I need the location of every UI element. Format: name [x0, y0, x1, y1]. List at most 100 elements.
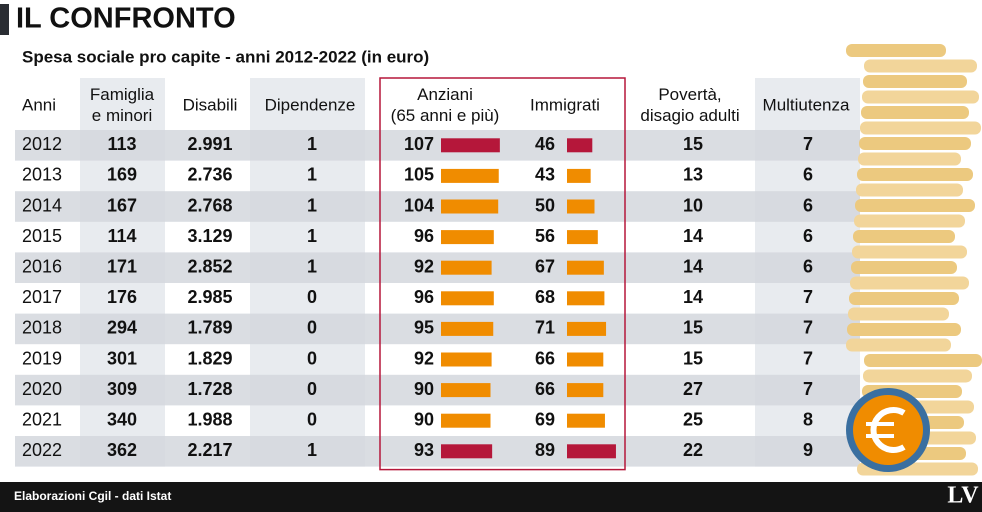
- cell-value: 50: [535, 195, 555, 215]
- cell-value: 69: [535, 409, 555, 429]
- year: 2015: [22, 226, 62, 246]
- cell-value: 68: [535, 287, 555, 307]
- cell-value: 66: [535, 379, 555, 399]
- cell-value: 340: [107, 409, 137, 429]
- coin: [863, 75, 967, 88]
- cell-value: 92: [414, 348, 434, 368]
- column-header: Disabili: [183, 95, 238, 114]
- value-bar: [567, 230, 598, 245]
- cell-value: 14: [683, 226, 703, 246]
- cell-value: 9: [803, 440, 813, 460]
- column-header: e minori: [92, 106, 152, 125]
- year: 2016: [22, 256, 62, 276]
- cell-value: 95: [414, 318, 434, 338]
- year: 2014: [22, 195, 62, 215]
- source: Elaborazioni Cgil - dati Istat: [14, 489, 171, 503]
- cell-value: 2.985: [187, 287, 232, 307]
- coin: [856, 183, 963, 197]
- coin: [851, 261, 957, 274]
- cell-value: 1.728: [187, 379, 232, 399]
- value-bar: [441, 321, 494, 336]
- title: IL CONFRONTO: [16, 3, 236, 35]
- logo: LV: [947, 483, 979, 509]
- cell-value: 6: [803, 226, 813, 246]
- cell-value: 104: [404, 195, 434, 215]
- row-stripe: [15, 374, 860, 406]
- cell-value: 362: [107, 440, 137, 460]
- coin: [850, 276, 969, 290]
- value-bar: [441, 383, 491, 398]
- cell-value: 90: [414, 379, 434, 399]
- cell-value: 1: [307, 134, 317, 154]
- cell-value: 176: [107, 287, 137, 307]
- cell-value: 1.789: [187, 318, 232, 338]
- coin-stack: [846, 44, 982, 476]
- title-accent: [0, 4, 9, 35]
- value-bar: [567, 168, 591, 183]
- cell-value: 167: [107, 195, 137, 215]
- coin: [846, 44, 946, 57]
- cell-value: 1.988: [187, 409, 232, 429]
- cell-value: 1: [307, 440, 317, 460]
- cell-value: 114: [107, 226, 136, 246]
- value-bar: [441, 291, 494, 306]
- value-bar: [441, 352, 492, 367]
- value-bar: [567, 413, 605, 428]
- cell-value: 7: [803, 348, 813, 368]
- row-stripe: [15, 252, 860, 283]
- year: 2012: [22, 134, 62, 154]
- coin: [857, 168, 973, 181]
- coin: [848, 307, 949, 321]
- cell-value: 93: [414, 440, 434, 460]
- coin: [853, 230, 955, 243]
- cell-value: 15: [683, 318, 703, 338]
- coin: [864, 354, 982, 367]
- cell-value: 25: [683, 409, 703, 429]
- cell-value: 96: [414, 226, 434, 246]
- cell-value: 7: [803, 134, 813, 154]
- cell-value: 2.768: [187, 195, 232, 215]
- column-header: Povertà,: [658, 85, 721, 104]
- cell-value: 2.736: [187, 165, 232, 185]
- value-bar: [441, 230, 494, 245]
- coin: [863, 369, 972, 383]
- cell-value: 7: [803, 287, 813, 307]
- column-header: disagio adulti: [640, 106, 739, 125]
- cell-value: 0: [307, 348, 317, 368]
- cell-value: 301: [107, 348, 137, 368]
- column-header: Multiutenza: [763, 95, 850, 114]
- coin: [846, 338, 951, 352]
- cell-value: 6: [803, 195, 813, 215]
- value-bar: [441, 444, 493, 459]
- value-bar: [567, 444, 616, 459]
- cell-value: 1.829: [187, 348, 232, 368]
- cell-value: 22: [683, 440, 703, 460]
- euro-sign: [870, 407, 906, 453]
- value-bar: [567, 199, 595, 214]
- column-header: Anziani: [417, 85, 473, 104]
- value-bar: [567, 321, 607, 336]
- value-bar: [567, 291, 605, 306]
- cell-value: 56: [535, 226, 555, 246]
- coin: [847, 323, 961, 336]
- cell-value: 90: [414, 409, 434, 429]
- cell-value: 171: [107, 256, 137, 276]
- cell-value: 96: [414, 287, 434, 307]
- cell-value: 1: [307, 256, 317, 276]
- cell-value: 1: [307, 165, 317, 185]
- column-header: Anni: [22, 95, 56, 114]
- cell-value: 14: [683, 287, 703, 307]
- cell-value: 67: [535, 256, 555, 276]
- cell-value: 107: [404, 134, 434, 154]
- cell-value: 66: [535, 348, 555, 368]
- column-header: (65 anni e più): [391, 106, 500, 125]
- highlight-box: [379, 77, 626, 471]
- cell-value: 15: [683, 348, 703, 368]
- cell-value: 3.129: [187, 226, 232, 246]
- year: 2013: [22, 165, 62, 185]
- cell-value: 169: [107, 165, 137, 185]
- year: 2019: [22, 348, 62, 368]
- value-bar: [567, 352, 604, 367]
- row-stripe: [15, 191, 860, 222]
- cell-value: 89: [535, 440, 555, 460]
